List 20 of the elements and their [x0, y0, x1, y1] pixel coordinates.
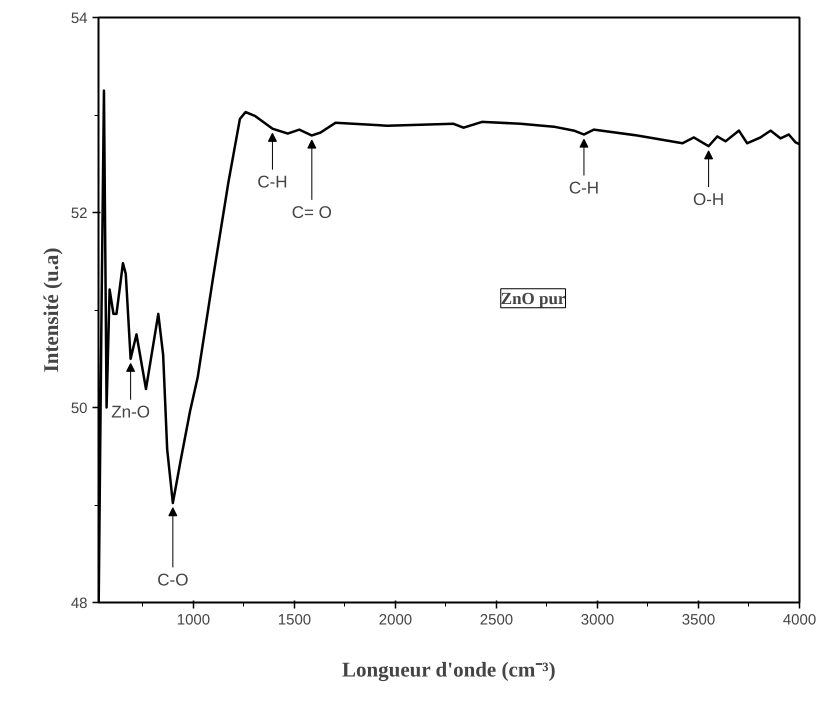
x-tick-label: 4000 [782, 612, 816, 628]
y-tick-label: 54 [70, 10, 88, 27]
x-tick-label: 2000 [378, 612, 412, 628]
annotation: C-H [257, 172, 288, 192]
y-axis-title: Intensité (u.a) [38, 248, 63, 372]
x-tick-label: 2500 [480, 612, 514, 628]
annotation: C-O [157, 570, 188, 590]
annotation: Zn-O [111, 402, 150, 422]
x-axis-title: Longueur d'onde (cm⁻³) [342, 658, 556, 682]
annotation: C-H [568, 178, 600, 198]
annotation: C= O [292, 202, 332, 222]
y-tick-label: 52 [70, 205, 88, 222]
annotation: O-H [693, 190, 724, 210]
y-tick-label: 50 [70, 400, 88, 417]
x-tick-label: 3000 [580, 612, 614, 628]
annotation: ZnO pur [500, 288, 566, 308]
x-tick-label: 1000 [176, 612, 210, 628]
x-tick-label: 1500 [278, 612, 312, 628]
y-tick-label: 48 [70, 595, 88, 612]
x-tick-label: 3500 [682, 612, 716, 628]
